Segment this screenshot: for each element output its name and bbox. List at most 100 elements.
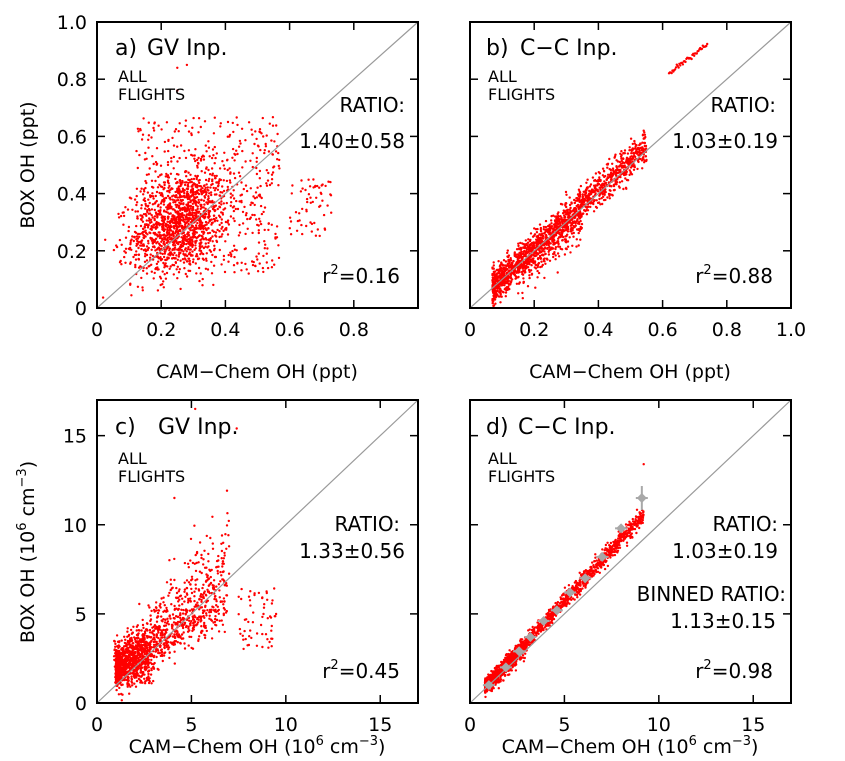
- scatter-point: [170, 641, 174, 644]
- scatter-point: [492, 264, 495, 267]
- scatter-point: [643, 144, 646, 148]
- scatter-point: [631, 142, 634, 146]
- scatter-point: [534, 228, 538, 231]
- scatter-point: [150, 208, 154, 211]
- scatter-point: [224, 220, 228, 224]
- scatter-point: [518, 254, 521, 257]
- scatter-point: [123, 255, 126, 259]
- scatter-point: [165, 121, 169, 124]
- scatter-point: [115, 688, 118, 692]
- scatter-point: [532, 242, 536, 246]
- scatter-point: [224, 240, 227, 243]
- scatter-point: [298, 219, 301, 222]
- scatter-point: [532, 254, 535, 257]
- scatter-point: [207, 241, 210, 245]
- scatter-point: [162, 223, 165, 227]
- scatter-point: [601, 191, 604, 194]
- scatter-point: [529, 243, 532, 246]
- scatter-point: [259, 195, 262, 198]
- scatter-point: [136, 215, 139, 218]
- scatter-point: [548, 259, 552, 262]
- scatter-point: [160, 128, 163, 131]
- scatter-point: [206, 609, 209, 612]
- scatter-point: [614, 173, 617, 176]
- scatter-point: [191, 191, 195, 194]
- scatter-point: [189, 537, 193, 541]
- scatter-point: [167, 189, 171, 192]
- scatter-point: [172, 167, 175, 170]
- scatter-point: [223, 600, 226, 603]
- scatter-point: [177, 225, 180, 229]
- scatter-point: [191, 188, 194, 192]
- scatter-point: [208, 173, 212, 176]
- scatter-point: [162, 255, 166, 259]
- scatter-point: [201, 284, 204, 287]
- scatter-point: [204, 144, 207, 147]
- scatter-point: [207, 552, 210, 556]
- scatter-point: [521, 272, 524, 276]
- scatter-point: [499, 301, 502, 304]
- scatter-point: [143, 638, 146, 641]
- scatter-point: [176, 145, 179, 148]
- scatter-point: [174, 211, 177, 214]
- scatter-point: [498, 291, 501, 294]
- scatter-point: [506, 251, 509, 255]
- scatter-point: [624, 173, 627, 176]
- scatter-point: [165, 271, 169, 275]
- scatter-point: [174, 232, 177, 235]
- scatter-point: [118, 261, 122, 264]
- scatter-point: [301, 232, 304, 236]
- scatter-point: [305, 197, 309, 201]
- scatter-point: [231, 156, 234, 159]
- panel-b-label: b): [486, 36, 509, 61]
- scatter-point: [201, 257, 205, 260]
- scatter-point: [176, 615, 180, 619]
- scatter-point: [256, 270, 260, 273]
- scatter-point: [124, 247, 128, 250]
- scatter-point: [579, 184, 583, 188]
- scatter-point: [150, 214, 153, 217]
- scatter-point: [644, 147, 648, 150]
- scatter-point: [267, 150, 271, 153]
- scatter-point: [614, 179, 617, 182]
- scatter-point: [208, 617, 211, 620]
- scatter-point: [143, 647, 146, 650]
- scatter-point: [141, 289, 144, 292]
- scatter-point: [138, 638, 142, 641]
- scatter-point: [197, 589, 201, 592]
- scatter-point: [307, 178, 310, 181]
- scatter-point: [206, 590, 210, 593]
- scatter-point: [193, 605, 196, 608]
- scatter-point: [305, 224, 308, 228]
- scatter-point: [250, 201, 253, 204]
- scatter-point: [200, 600, 203, 603]
- scatter-point: [210, 167, 214, 170]
- scatter-point: [175, 586, 178, 590]
- scatter-point: [153, 121, 156, 124]
- scatter-point: [554, 224, 558, 227]
- scatter-point: [219, 600, 223, 603]
- scatter-point: [263, 149, 266, 152]
- scatter-point: [175, 241, 178, 245]
- scatter-point: [190, 178, 193, 181]
- scatter-point: [212, 283, 215, 287]
- scatter-point: [265, 182, 268, 185]
- scatter-point: [208, 614, 211, 617]
- scatter-point: [608, 173, 611, 176]
- scatter-point: [204, 257, 208, 260]
- scatter-point: [517, 267, 520, 270]
- scatter-point: [191, 209, 194, 212]
- scatter-point: [159, 256, 162, 259]
- scatter-point: [182, 608, 185, 612]
- scatter-point: [198, 597, 201, 601]
- scatter-point: [263, 240, 266, 243]
- scatter-point: [154, 227, 158, 230]
- scatter-point: [129, 283, 132, 286]
- scatter-point: [181, 227, 184, 230]
- scatter-point: [505, 268, 508, 271]
- scatter-point: [183, 642, 186, 645]
- scatter-point: [192, 198, 195, 201]
- scatter-point: [170, 623, 174, 627]
- scatter-point: [214, 156, 217, 160]
- scatter-point: [572, 231, 575, 235]
